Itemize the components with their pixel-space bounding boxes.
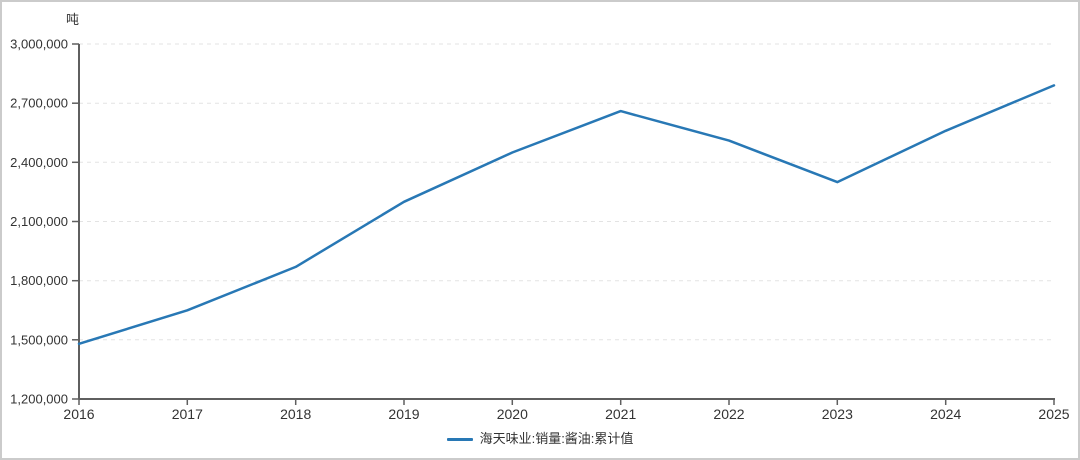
- y-tick-label: 1,500,000: [10, 332, 68, 347]
- y-tick-label: 2,400,000: [10, 155, 68, 170]
- x-tick-label: 2023: [822, 406, 853, 422]
- x-tick-label: 2022: [713, 406, 744, 422]
- x-tick-label: 2016: [63, 406, 94, 422]
- x-tick-label: 2018: [280, 406, 311, 422]
- legend-line-icon: [446, 437, 473, 441]
- y-tick-label: 1,800,000: [10, 273, 68, 288]
- series-line: [77, 84, 1056, 346]
- legend[interactable]: 海天味业:销量:酱油:累计值: [2, 430, 1078, 448]
- x-tick-label: 2019: [388, 406, 419, 422]
- x-tick-label: 2017: [172, 406, 203, 422]
- x-tick-label: 2020: [497, 406, 528, 422]
- x-tick-label: 2024: [930, 406, 961, 422]
- x-tick-label: 2025: [1038, 406, 1069, 422]
- y-tick-label: 2,100,000: [10, 214, 68, 229]
- y-axis-unit-label: 吨: [66, 12, 80, 27]
- x-tick-label: 2021: [605, 406, 636, 422]
- line-chart-canvas: 1,200,000 1,500,000 1,800,000 2,100,000 2,40…: [10, 37, 1070, 423]
- y-tick-label: 2,700,000: [10, 96, 68, 111]
- legend-series-label: 海天味业:销量:酱油:累计值: [479, 431, 634, 446]
- y-tick-label: 3,000,000: [10, 37, 68, 52]
- y-tick-label: 1,200,000: [10, 392, 68, 407]
